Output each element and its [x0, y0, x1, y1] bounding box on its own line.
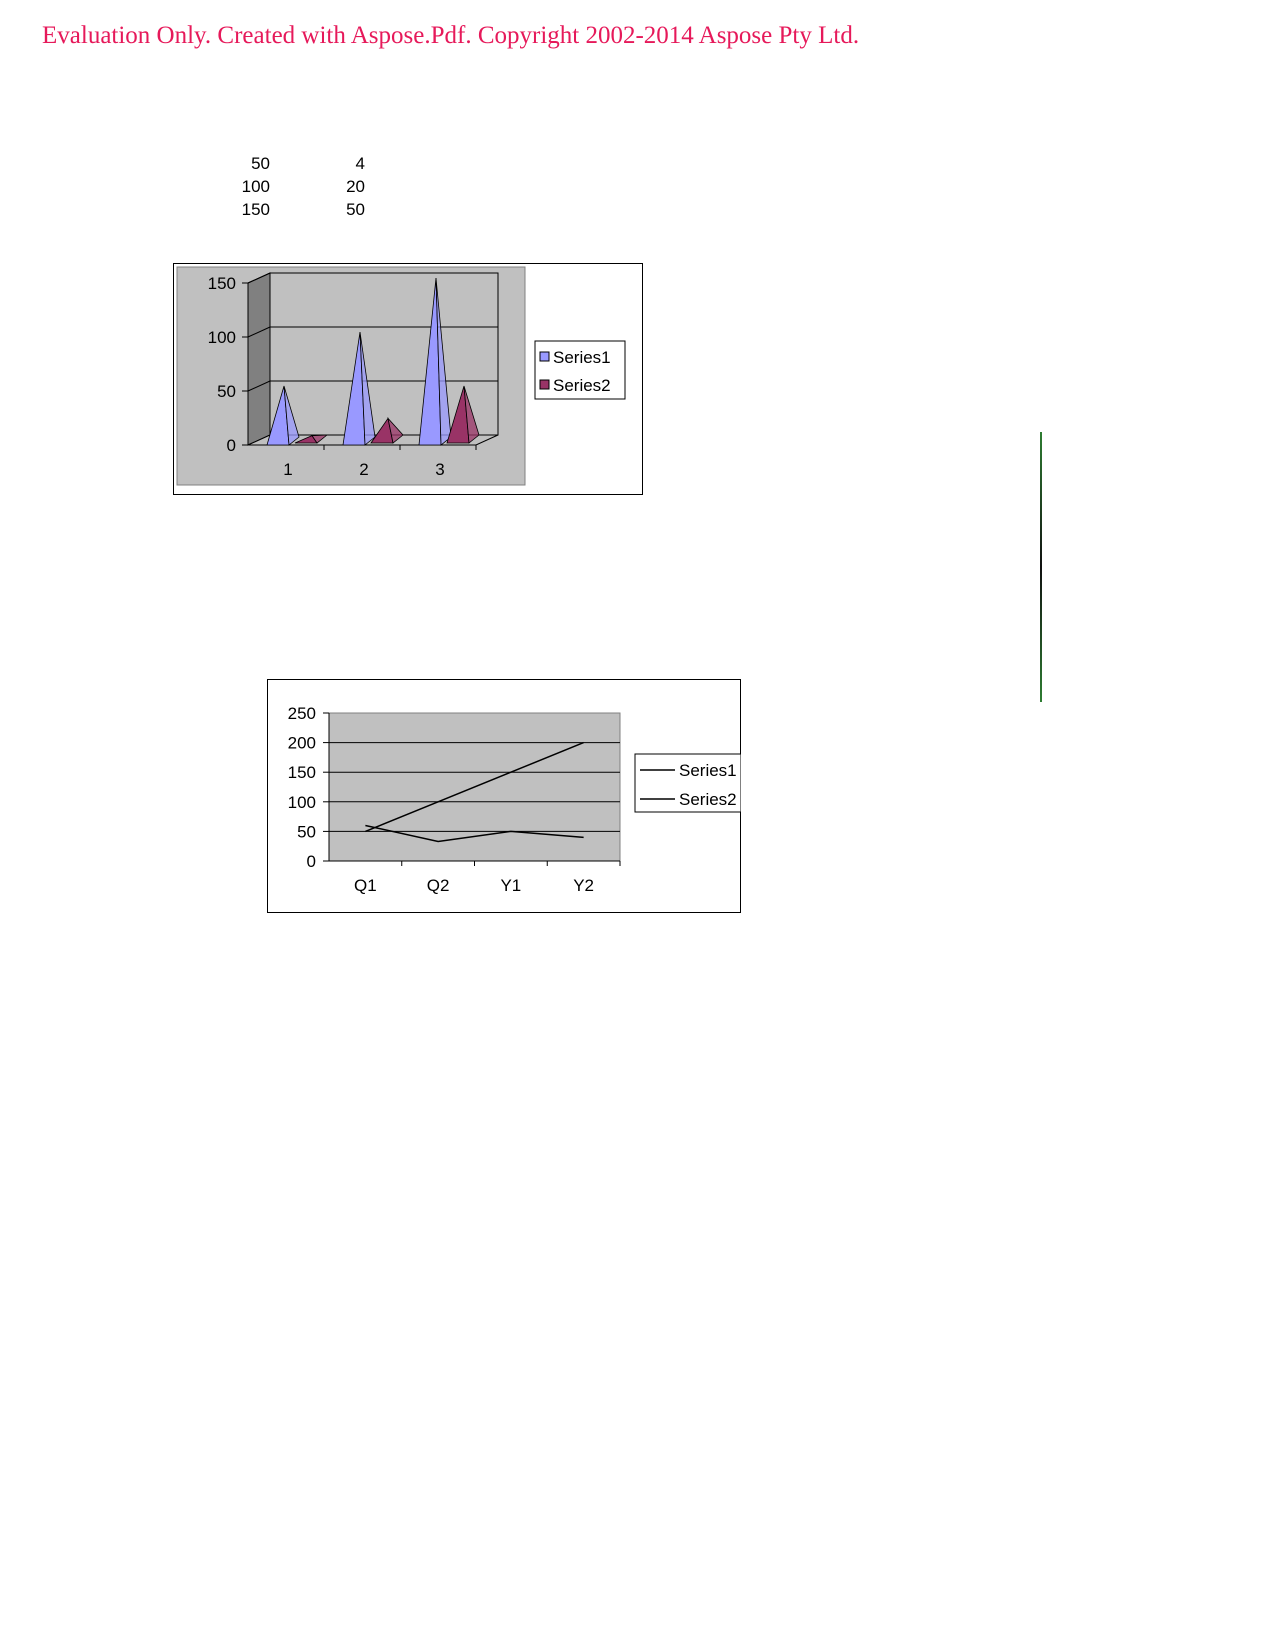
- series-line-series2: [365, 824, 584, 843]
- evaluation-watermark: Evaluation Only. Created with Aspose.Pdf…: [42, 22, 860, 49]
- y-tick-label: 150: [208, 274, 236, 293]
- table-cell: 20: [346, 177, 365, 196]
- x-tick-label: Y2: [573, 876, 594, 895]
- pyramid-side-series1: [283, 385, 300, 446]
- pyramid-side-series2: [463, 385, 480, 444]
- x-tick-label: 1: [283, 460, 292, 479]
- x-tick-label: 3: [435, 460, 444, 479]
- pyramid-chart-svg: 0 50 100 150 1 2 3 Series1 Series2: [173, 263, 643, 495]
- legend-label: Series2: [679, 790, 737, 809]
- table-cell: 100: [241, 177, 270, 196]
- x-tick-label: 2: [359, 460, 368, 479]
- legend-box: [534, 340, 626, 400]
- pyramid-side-series1: [435, 277, 452, 446]
- legend-label: Series1: [679, 761, 737, 780]
- pyramid-side-series2: [311, 434, 329, 444]
- line-chart: 0 50 100 150 200 250 Q1 Q2 Y1 Y2 Series1 Series2: [267, 679, 741, 913]
- y-tick-label: 100: [208, 328, 236, 347]
- table-cell: 150: [241, 200, 270, 219]
- legend-swatch: [539, 351, 550, 362]
- y-tick-label: 50: [297, 822, 316, 841]
- pyramid-side-series2: [387, 417, 404, 444]
- line-chart-svg: 0 50 100 150 200 250 Q1 Q2 Y1 Y2 Series1 Series2: [267, 679, 741, 913]
- pyramid-chart: 0 50 100 150 1 2 3 Series1 Series2: [173, 263, 643, 495]
- legend-label: Series1: [553, 348, 611, 367]
- y-tick-label: 100: [288, 793, 316, 812]
- legend-box: [634, 753, 741, 813]
- x-tick-label: Q2: [427, 876, 450, 895]
- y-tick-label: 50: [217, 382, 236, 401]
- legend-label: Series2: [553, 376, 611, 395]
- gridline: [247, 272, 271, 284]
- legend-swatch: [539, 379, 550, 390]
- y-tick-label: 250: [288, 704, 316, 723]
- y-tick-label: 200: [288, 734, 316, 753]
- scrollbar-strip: [1040, 432, 1042, 702]
- side-wall: [247, 272, 271, 446]
- table-cell: 50: [251, 154, 270, 173]
- table-cell: 50: [346, 200, 365, 219]
- y-tick-label: 150: [288, 763, 316, 782]
- x-tick-label: Y1: [500, 876, 521, 895]
- y-tick-label: 0: [307, 852, 316, 871]
- series-line-series1: [365, 741, 584, 833]
- pyramid-side-series1: [359, 331, 376, 446]
- gridline: [247, 326, 271, 338]
- gridline: [247, 380, 271, 392]
- y-tick-label: 0: [227, 436, 236, 455]
- table-cell: 4: [355, 154, 365, 173]
- x-tick-label: Q1: [354, 876, 377, 895]
